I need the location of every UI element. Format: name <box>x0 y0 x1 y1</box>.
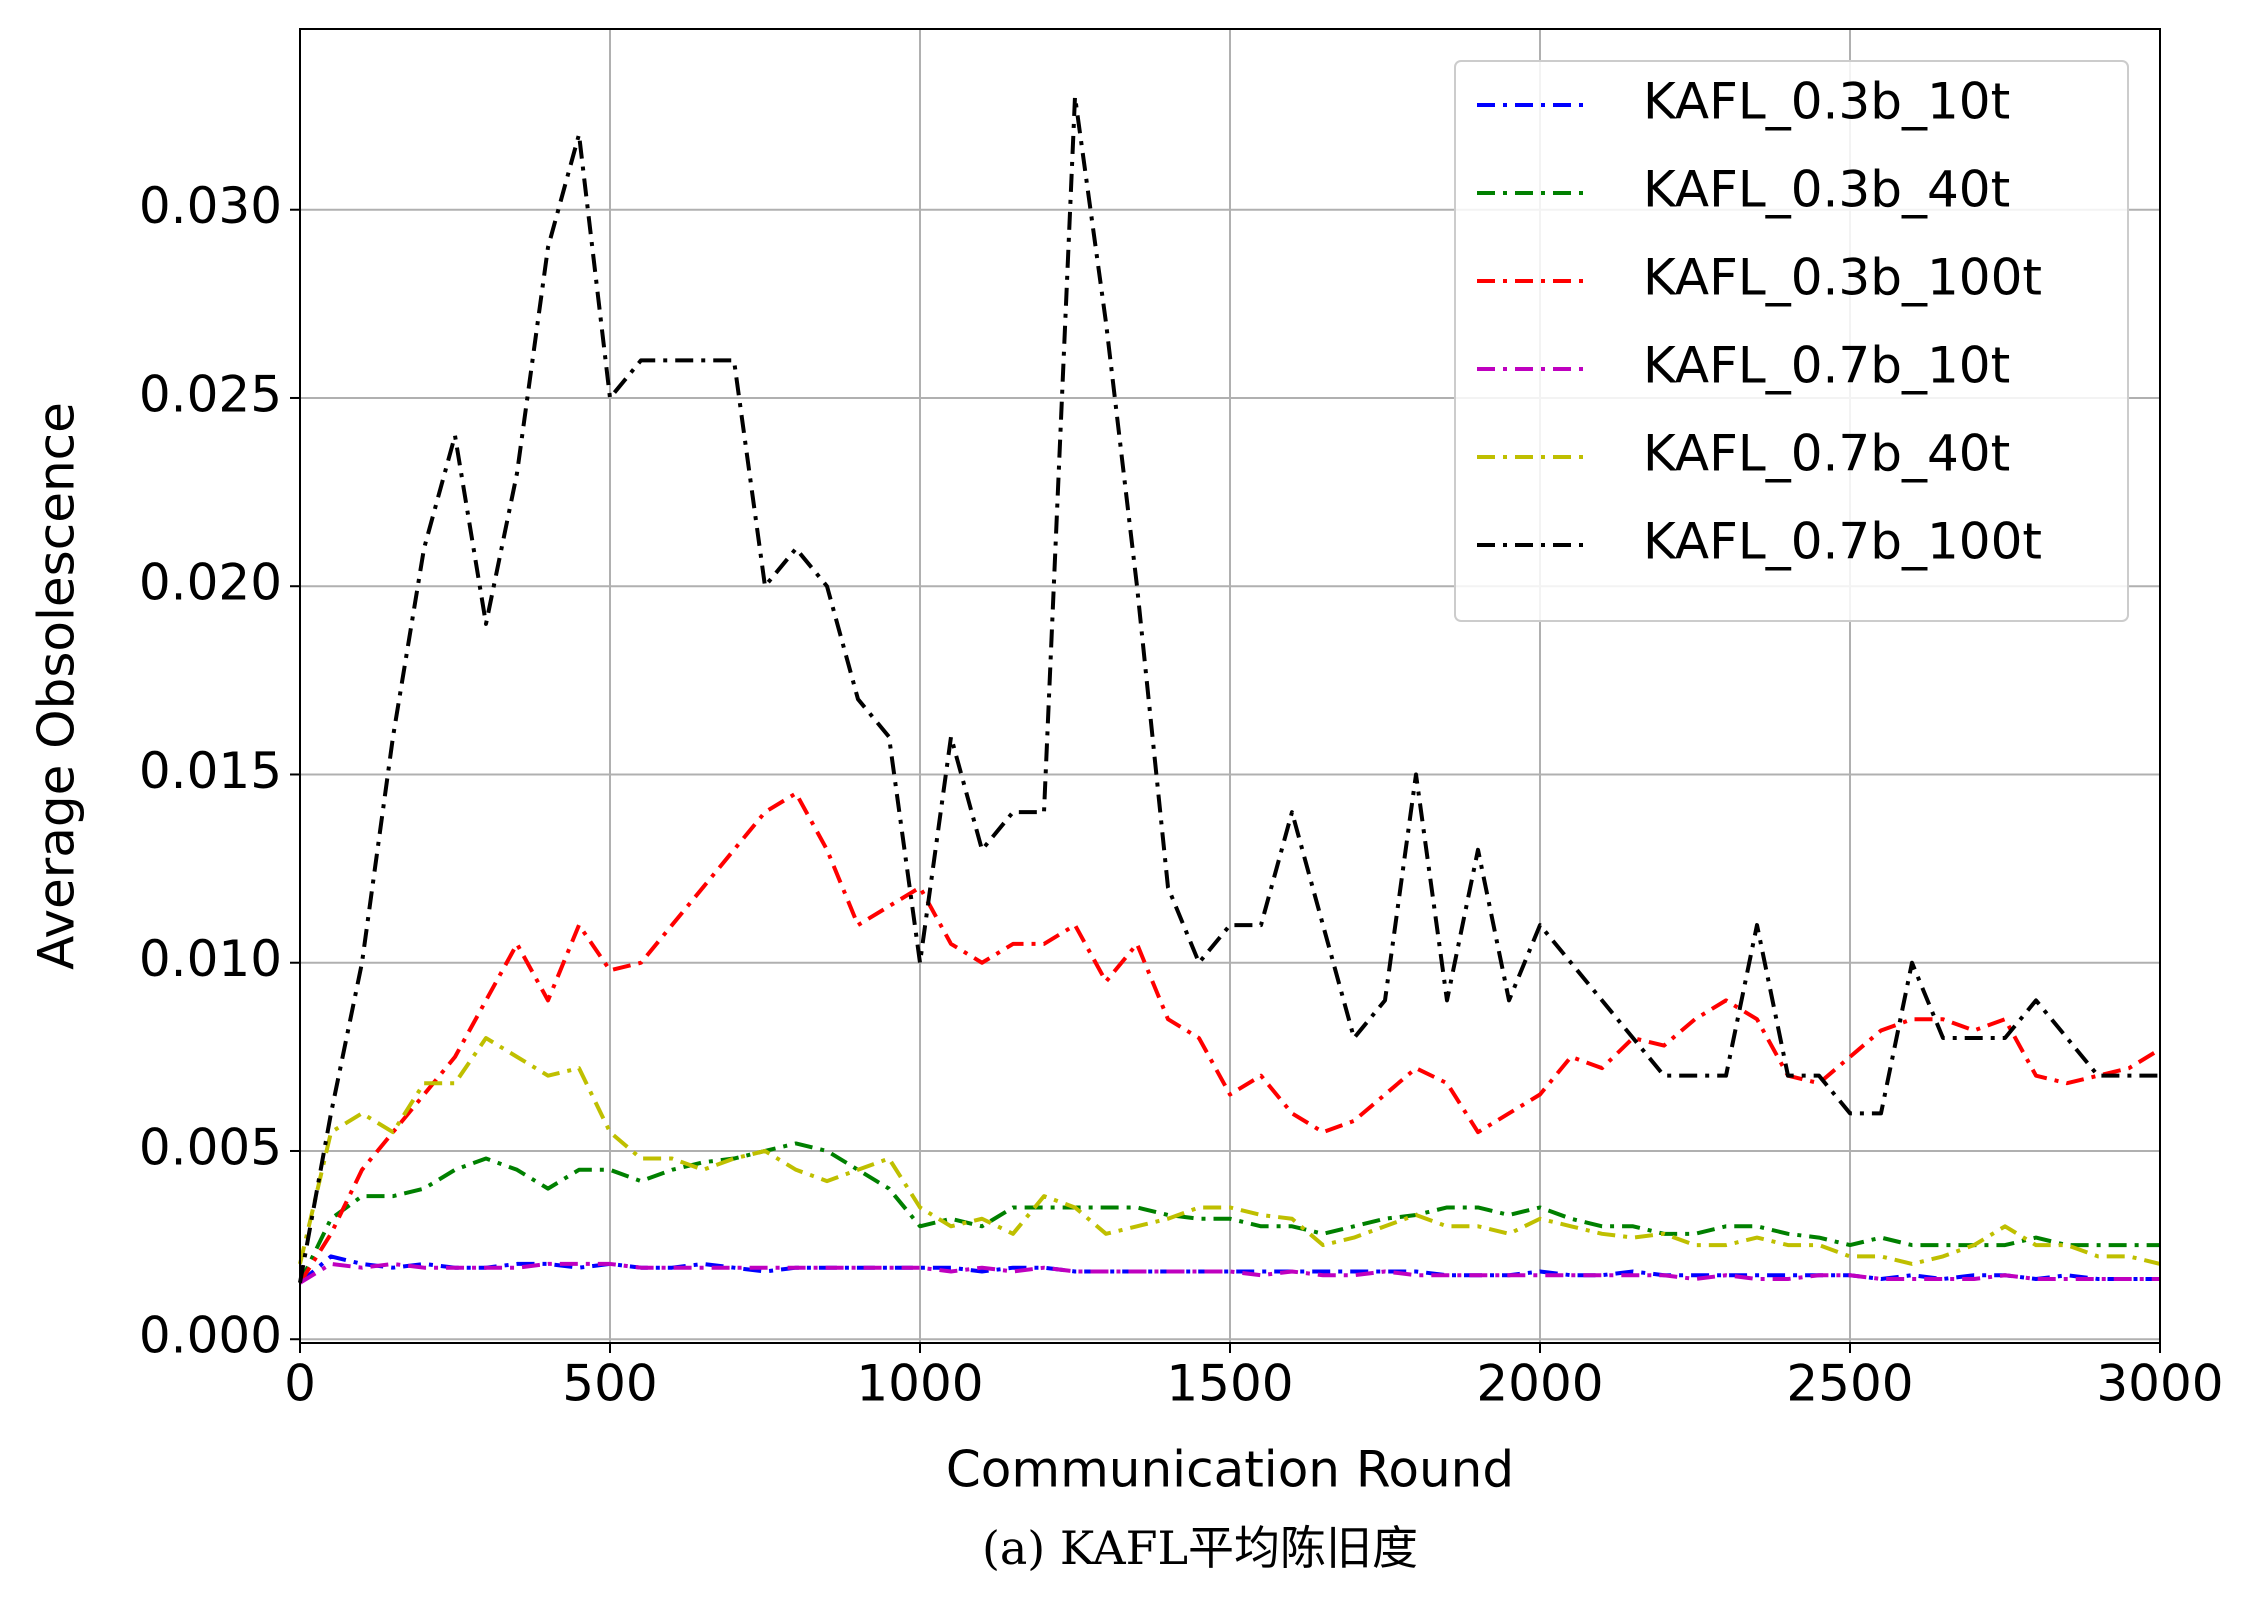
plot-frame <box>299 28 2161 1344</box>
series-line <box>298 1261 2160 1285</box>
x-tick-label: 500 <box>562 1355 657 1413</box>
series-line <box>298 1036 2161 1266</box>
y-tick-label: 0.020 <box>139 554 282 612</box>
x-tick-label: 2000 <box>1476 1355 1603 1413</box>
y-tick-label: 0.025 <box>139 365 282 423</box>
legend-label: KAFL_0.7b_40t <box>1643 425 2010 483</box>
series-line <box>298 1141 2160 1284</box>
y-tick-label: 0.005 <box>139 1118 282 1176</box>
x-tick-label: 1000 <box>856 1355 983 1413</box>
y-axis-label: Average Obsolescence <box>28 402 86 970</box>
x-axis-label: Communication Round <box>946 1441 1514 1499</box>
series-line <box>298 791 2162 1284</box>
legend-label: KAFL_0.7b_100t <box>1643 513 2042 571</box>
y-tick-label: 0.010 <box>139 930 282 988</box>
x-tick-label: 0 <box>284 1355 316 1413</box>
x-tick-label: 1500 <box>1166 1355 1293 1413</box>
legend-box <box>1454 60 2129 622</box>
x-tick-label: 3000 <box>2096 1355 2223 1413</box>
y-tick-label: 0.000 <box>139 1307 282 1365</box>
x-tick-label: 2500 <box>1786 1355 1913 1413</box>
caption: (a) KAFL平均陈旧度 <box>982 1521 1418 1575</box>
legend-label: KAFL_0.7b_10t <box>1643 337 2010 395</box>
legend-label: KAFL_0.3b_40t <box>1643 161 2010 219</box>
series-line <box>298 94 2160 1284</box>
legend-label: KAFL_0.3b_10t <box>1643 73 2010 131</box>
legend-label: KAFL_0.3b_100t <box>1643 249 2042 307</box>
y-tick-label: 0.015 <box>139 742 282 800</box>
y-tick-label: 0.030 <box>139 177 282 235</box>
